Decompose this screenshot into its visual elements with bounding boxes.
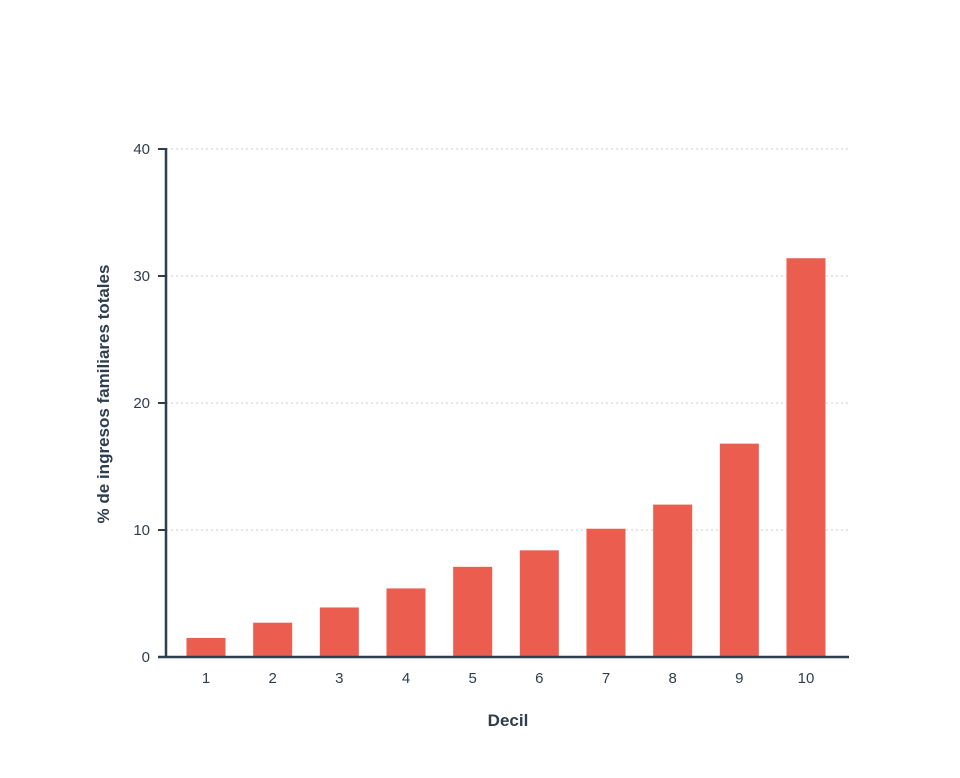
x-tick-label: 6 [535,670,543,687]
x-axis-title: Decil [488,711,529,730]
y-tick-label: 0 [142,649,150,666]
x-ticks: 1 2 3 4 5 6 7 8 9 10 [202,670,815,687]
y-axis-title: % de ingresos familiares totales [94,265,113,524]
y-tick-label: 20 [133,395,150,412]
x-tick-label: 10 [798,670,815,687]
bar-decil-6 [519,550,559,657]
bar-decil-10 [786,258,826,657]
y-tick-label: 10 [133,522,150,539]
x-tick-label: 2 [268,670,276,687]
y-ticks: 0 10 20 30 40 [133,141,166,666]
y-tick-label: 40 [133,141,150,158]
bar-decil-7 [586,528,626,657]
bar-decil-8 [653,504,693,657]
x-tick-label: 8 [668,670,676,687]
x-tick-label: 4 [402,670,410,687]
x-tick-label: 1 [202,670,210,687]
x-tick-label: 9 [735,670,743,687]
gridlines [166,148,848,531]
bar-decil-1 [186,637,226,657]
bars [186,258,826,657]
bar-decil-4 [386,588,426,657]
bar-decil-2 [253,622,293,657]
bar-decil-5 [453,566,493,657]
bar-decil-9 [719,443,759,657]
x-tick-label: 5 [468,670,476,687]
bar-decil-3 [319,607,359,657]
y-tick-label: 30 [133,268,150,285]
x-tick-label: 7 [602,670,610,687]
x-tick-label: 3 [335,670,343,687]
